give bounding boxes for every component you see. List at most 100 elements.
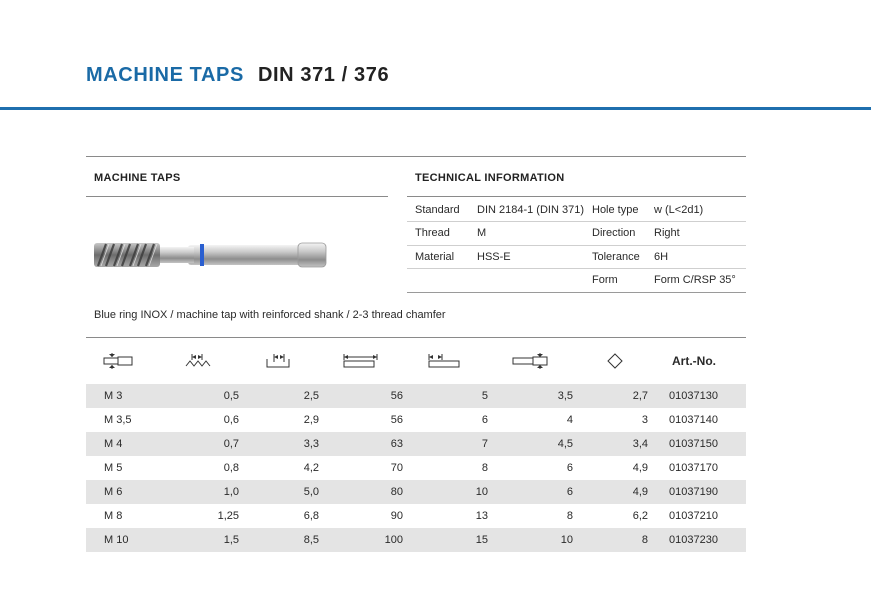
machine-taps-label: MACHINE TAPS [94, 172, 181, 184]
thread-length-cell: 6 [481, 414, 488, 426]
size-cell: M 6 [104, 486, 123, 498]
pitch-icon [156, 352, 239, 370]
tech-key: Form [584, 268, 646, 293]
tech-row: Thread M Direction Right [407, 221, 746, 246]
tech-value: w (L<2d1) [646, 198, 746, 222]
thread-length-cell: 10 [475, 486, 488, 498]
title-main: MACHINE TAPS [86, 64, 244, 86]
pitch-cell: 0,8 [223, 462, 239, 474]
shank-diameter-cell: 8 [566, 510, 573, 522]
shank-diameter-cell: 6 [566, 462, 573, 474]
tech-key [407, 268, 469, 293]
square-cell: 3 [641, 414, 648, 426]
shank-diameter-cell: 3,5 [557, 390, 573, 402]
square-cell: 2,7 [632, 390, 648, 402]
size-cell: M 10 [104, 534, 129, 546]
thread-length-cell: 5 [481, 390, 488, 402]
total-length-cell: 56 [390, 414, 403, 426]
size-cell: M 3 [104, 390, 123, 402]
tech-value: Right [646, 221, 746, 246]
square-cell: 3,4 [632, 438, 648, 450]
tech-key: Direction [584, 221, 646, 246]
technical-info-table: Standard DIN 2184-1 (DIN 371) Hole type … [407, 198, 746, 293]
table-header: Art.-No. [86, 338, 746, 384]
tech-value [469, 268, 584, 293]
title-standard: DIN 371 / 376 [257, 64, 390, 86]
tech-value: 6H [646, 245, 746, 269]
machine-tap-image [94, 242, 327, 268]
thread-length-icon [403, 352, 488, 370]
total-length-cell: 63 [390, 438, 403, 450]
table-row: M 6 1,0 5,0 80 10 6 4,9 01037190 [86, 480, 746, 504]
square-icon [573, 352, 656, 370]
thread-length-cell: 15 [475, 534, 488, 546]
shank-diameter-cell: 10 [560, 534, 573, 546]
tech-row: Material HSS-E Tolerance 6H [407, 245, 746, 269]
art-no-header: Art.-No. [672, 354, 716, 368]
pitch-cell: 1,25 [217, 510, 239, 522]
dimensions-table: Art.-No. M 3 0,5 2,5 56 5 3,5 2,7 010371… [86, 338, 746, 552]
art-no-cell: 01037210 [669, 510, 718, 522]
art-no-cell: 01037140 [669, 414, 718, 426]
core-drill-cell: 5,0 [303, 486, 319, 498]
pitch-cell: 1,0 [223, 486, 239, 498]
pitch-cell: 1,5 [223, 534, 239, 546]
tech-key: Tolerance [584, 245, 646, 269]
table-row: M 10 1,5 8,5 100 15 10 8 01037230 [86, 528, 746, 552]
art-no-cell: 01037190 [669, 486, 718, 498]
core-drill-cell: 3,3 [303, 438, 319, 450]
square-cell: 4,9 [632, 486, 648, 498]
shank-diameter-cell: 4,5 [557, 438, 573, 450]
total-length-cell: 70 [390, 462, 403, 474]
size-cell: M 8 [104, 510, 123, 522]
left-label-rule [86, 196, 388, 197]
art-no-cell: 01037230 [669, 534, 718, 546]
nominal-diameter-icon [86, 352, 156, 370]
tech-key: Thread [407, 221, 469, 246]
table-top-rule [86, 337, 746, 338]
product-description: Blue ring INOX / machine tap with reinfo… [94, 309, 446, 321]
table-row: M 8 1,25 6,8 90 13 8 6,2 01037210 [86, 504, 746, 528]
shank-diameter-icon [488, 352, 573, 370]
art-no-cell: 01037150 [669, 438, 718, 450]
thread-length-cell: 13 [475, 510, 488, 522]
tech-row: Standard DIN 2184-1 (DIN 371) Hole type … [407, 198, 746, 222]
tech-label-rule [407, 196, 746, 197]
tech-key: Material [407, 245, 469, 269]
tech-value: DIN 2184-1 (DIN 371) [469, 198, 584, 222]
size-cell: M 3,5 [104, 414, 132, 426]
table-row: M 5 0,8 4,2 70 8 6 4,9 01037170 [86, 456, 746, 480]
header-rule [0, 107, 871, 110]
square-cell: 8 [641, 534, 648, 546]
core-drill-cell: 4,2 [303, 462, 319, 474]
core-drill-cell: 2,5 [303, 390, 319, 402]
table-row: M 4 0,7 3,3 63 7 4,5 3,4 01037150 [86, 432, 746, 456]
page-title: MACHINE TAPS DIN 371 / 376 [86, 64, 389, 87]
thread-length-cell: 8 [481, 462, 488, 474]
section-top-rule [86, 156, 746, 157]
total-length-cell: 80 [390, 486, 403, 498]
total-length-cell: 100 [384, 534, 403, 546]
thread-length-cell: 7 [481, 438, 488, 450]
art-no-cell: 01037130 [669, 390, 718, 402]
shank-diameter-cell: 6 [566, 486, 573, 498]
tech-key: Standard [407, 198, 469, 222]
tech-value: M [469, 221, 584, 246]
tech-value: HSS-E [469, 245, 584, 269]
tech-key: Hole type [584, 198, 646, 222]
total-length-cell: 56 [390, 390, 403, 402]
square-cell: 6,2 [632, 510, 648, 522]
pitch-cell: 0,5 [223, 390, 239, 402]
technical-info-label: TECHNICAL INFORMATION [415, 172, 565, 184]
art-no-cell: 01037170 [669, 462, 718, 474]
tech-value: Form C/RSP 35° [646, 268, 746, 293]
shank-diameter-cell: 4 [566, 414, 573, 426]
table-row: M 3 0,5 2,5 56 5 3,5 2,7 01037130 [86, 384, 746, 408]
core-drill-cell: 8,5 [303, 534, 319, 546]
core-drill-cell: 2,9 [303, 414, 319, 426]
total-length-icon [319, 352, 403, 370]
pitch-cell: 0,7 [223, 438, 239, 450]
tech-row: Form Form C/RSP 35° [407, 268, 746, 293]
core-drill-cell: 6,8 [303, 510, 319, 522]
table-row: M 3,5 0,6 2,9 56 6 4 3 01037140 [86, 408, 746, 432]
